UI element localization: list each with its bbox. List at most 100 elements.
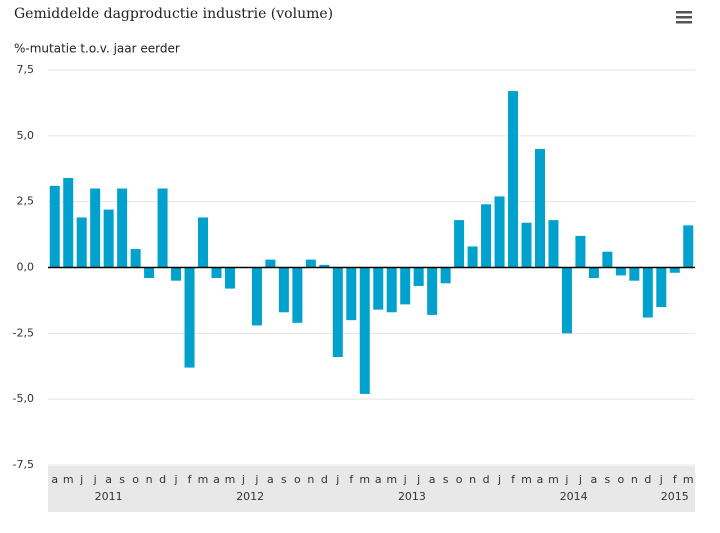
y-tick-label: 0,0 [17, 261, 35, 274]
bar [359, 267, 370, 394]
chart-title: Gemiddelde dagproductie industrie (volum… [14, 6, 333, 22]
bar [656, 267, 667, 307]
bar [400, 267, 411, 305]
bar [49, 185, 60, 268]
bar [602, 251, 613, 268]
bar [184, 267, 195, 368]
x-tick-label: a [375, 473, 382, 486]
x-tick-label: f [349, 473, 354, 486]
bar [575, 235, 586, 268]
x-tick-label: d [483, 473, 490, 486]
x-tick-label: n [307, 473, 314, 486]
x-tick-label: s [119, 473, 125, 486]
menu-icon[interactable] [676, 11, 692, 24]
bar [534, 149, 545, 268]
bar [346, 267, 357, 321]
x-tick-label: j [335, 473, 339, 486]
x-tick-label: m [521, 473, 532, 486]
bar [224, 267, 235, 289]
bar [76, 217, 87, 268]
x-tick-label: m [198, 473, 209, 486]
x-tick-label: a [51, 473, 58, 486]
x-tick-label: s [605, 473, 611, 486]
y-tick-label: 7,5 [17, 63, 35, 76]
x-tick-label: j [497, 473, 501, 486]
bar [198, 217, 209, 268]
bar [642, 267, 653, 318]
x-tick-label: f [673, 473, 678, 486]
x-tick-label: m [683, 473, 694, 486]
bar [90, 188, 101, 268]
x-tick-label: j [403, 473, 407, 486]
bar [427, 267, 438, 315]
x-tick-label: j [416, 473, 420, 486]
bar [373, 267, 384, 310]
bar [413, 267, 424, 286]
x-tick-label: a [537, 473, 544, 486]
x-tick-label: m [359, 473, 370, 486]
bar [561, 267, 572, 334]
bar [454, 220, 465, 268]
bar [521, 222, 532, 268]
year-label: 2015 [661, 490, 689, 503]
x-tick-label: o [456, 473, 463, 486]
year-label: 2014 [560, 490, 588, 503]
x-tick-label: o [294, 473, 301, 486]
x-tick-label: j [79, 473, 83, 486]
bar [171, 267, 182, 281]
x-tick-label: s [443, 473, 449, 486]
y-tick-label: 5,0 [17, 129, 35, 142]
y-tick-label: -5,0 [13, 392, 34, 405]
bar [292, 267, 303, 323]
bar [548, 220, 559, 268]
bar [494, 196, 505, 268]
bar [265, 259, 276, 268]
bar [130, 249, 141, 268]
x-tick-label: n [146, 473, 153, 486]
bar [440, 267, 451, 284]
bar [144, 267, 155, 279]
bar [615, 267, 626, 276]
x-tick-label: j [93, 473, 97, 486]
x-tick-label: n [469, 473, 476, 486]
bar [319, 264, 330, 268]
bar [103, 209, 114, 268]
bar [508, 91, 519, 268]
bar [117, 188, 128, 268]
bar [669, 267, 680, 273]
x-tick-label: j [578, 473, 582, 486]
bar [278, 267, 289, 313]
x-tick-label: o [617, 473, 624, 486]
x-axis-band [48, 466, 695, 512]
menu-bar [676, 11, 692, 14]
x-tick-label: j [254, 473, 258, 486]
x-tick-label: d [159, 473, 166, 486]
year-label: 2012 [236, 490, 264, 503]
bar [683, 225, 694, 268]
x-tick-label: a [213, 473, 220, 486]
menu-bar [676, 21, 692, 24]
x-tick-label: j [564, 473, 568, 486]
bar [386, 267, 397, 313]
chart-subtitle: %-mutatie t.o.v. jaar eerder [14, 42, 180, 56]
x-tick-label: j [241, 473, 245, 486]
x-tick-label: j [659, 473, 663, 486]
x-tick-label: s [281, 473, 287, 486]
x-tick-label: m [225, 473, 236, 486]
x-tick-label: j [174, 473, 178, 486]
x-tick-label: o [132, 473, 139, 486]
bar [332, 267, 343, 358]
x-tick-label: n [631, 473, 638, 486]
bar [157, 188, 168, 268]
x-tick-label: m [63, 473, 74, 486]
y-tick-label: -2,5 [13, 326, 34, 339]
x-tick-label: f [511, 473, 516, 486]
bar [251, 267, 262, 326]
bar [481, 204, 492, 268]
x-tick-label: a [429, 473, 436, 486]
bar [588, 267, 599, 279]
x-tick-label: a [267, 473, 274, 486]
year-label: 2013 [398, 490, 426, 503]
x-tick-label: m [548, 473, 559, 486]
